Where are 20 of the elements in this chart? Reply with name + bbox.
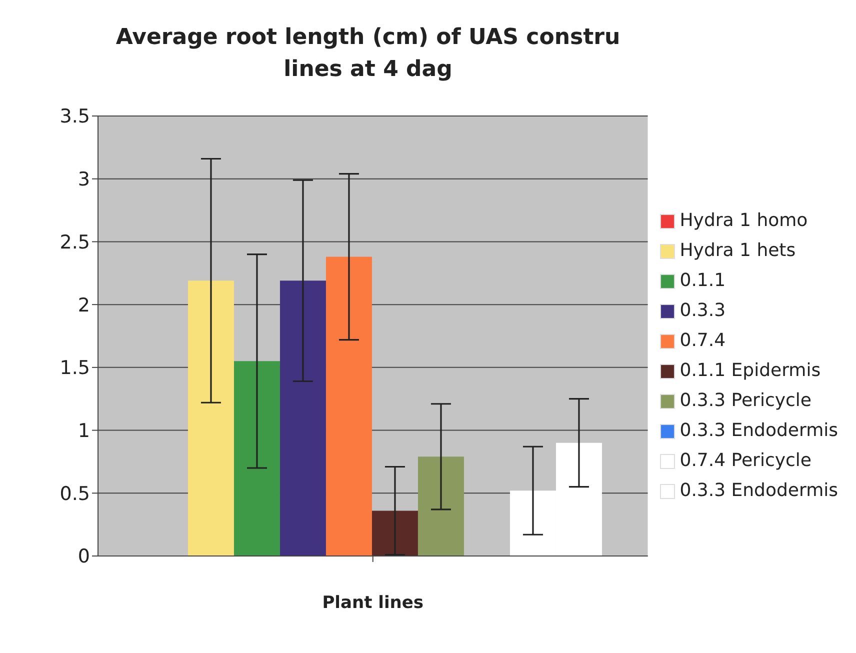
legend-label: 0.3.3 Pericycle bbox=[680, 389, 812, 413]
legend-label: 0.7.4 Pericycle bbox=[680, 449, 812, 473]
legend-label: 0.3.3 Endodermis bbox=[680, 479, 838, 503]
y-tick-label: 3.5 bbox=[60, 106, 90, 128]
y-tick-label: 1.5 bbox=[60, 357, 90, 380]
legend-label: 0.1.1 bbox=[680, 269, 726, 293]
y-tick-label: 0.5 bbox=[60, 482, 90, 505]
chart-title: Average root length (cm) of UAS constru lines at 4 dag bbox=[114, 24, 622, 84]
y-tick-label: 3 bbox=[78, 168, 90, 191]
legend-label: 0.3.3 bbox=[680, 299, 726, 323]
y-tick-label: 0 bbox=[78, 546, 90, 568]
x-axis-title: Plant lines bbox=[322, 593, 424, 613]
y-tick-label: 2 bbox=[78, 294, 90, 316]
y-tick-label: 2.5 bbox=[60, 231, 90, 254]
legend-label: Hydra 1 hets bbox=[680, 239, 796, 263]
legend-label: Hydra 1 homo bbox=[680, 209, 808, 233]
legend-label: 0.3.3 Endodermis bbox=[680, 419, 838, 443]
legend-label: 0.7.4 bbox=[680, 329, 726, 353]
legend-label: 0.1.1 Epidermis bbox=[680, 359, 821, 383]
y-tick-label: 1 bbox=[78, 420, 90, 442]
